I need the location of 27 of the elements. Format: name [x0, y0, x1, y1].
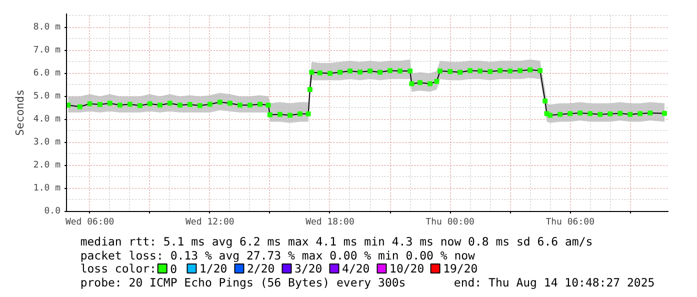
y-tick-label: 1.0 m	[33, 183, 60, 194]
legend-label: 0	[170, 262, 178, 276]
y-axis-title: Seconds	[13, 89, 26, 136]
x-tick-label: Thu 00:00	[426, 218, 474, 228]
y-tick-label: 6.0 m	[33, 68, 60, 78]
text: median rtt: 5.1 ms avg 6.2 ms max 4.1 ms min 4.3 ms now 0.8 ms sd 6.6 am/s	[80, 234, 593, 248]
y-tick-label: 0.0	[44, 206, 61, 216]
legend-label: 3/20	[294, 262, 322, 276]
y-tick-label: 3.0 m	[33, 137, 60, 148]
x-tick-label: Wed 18:00	[306, 218, 354, 228]
text: end: Thu Aug 14 10:48:27 2025	[454, 276, 655, 290]
legend-label: 19/20	[443, 262, 478, 276]
legend-label: 2/20	[247, 262, 275, 276]
legend-label: 1/20	[200, 262, 228, 276]
x-tick-label: Wed 12:00	[186, 218, 234, 228]
x-tick-label: Wed 06:00	[65, 218, 114, 228]
text: probe: 20 ICMP Echo Pings (56 Bytes) every 300s	[80, 276, 406, 290]
y-tick-label: 4.0 m	[33, 114, 60, 124]
legend-label: 10/20	[390, 262, 424, 276]
text: packet loss: 0.13 % avg 27.73 % max 0.00 % min 0.00 % now	[80, 248, 476, 262]
legend-label: 4/20	[342, 262, 370, 276]
legend-title: loss color:	[80, 262, 156, 276]
y-tick-label: 7.0 m	[33, 45, 60, 56]
y-tick-label: 5.0 m	[33, 91, 60, 102]
y-tick-label: 2.0 m	[33, 160, 60, 170]
y-tick-label: 8.0 m	[33, 22, 60, 32]
x-tick-label: Thu 06:00	[546, 218, 595, 228]
